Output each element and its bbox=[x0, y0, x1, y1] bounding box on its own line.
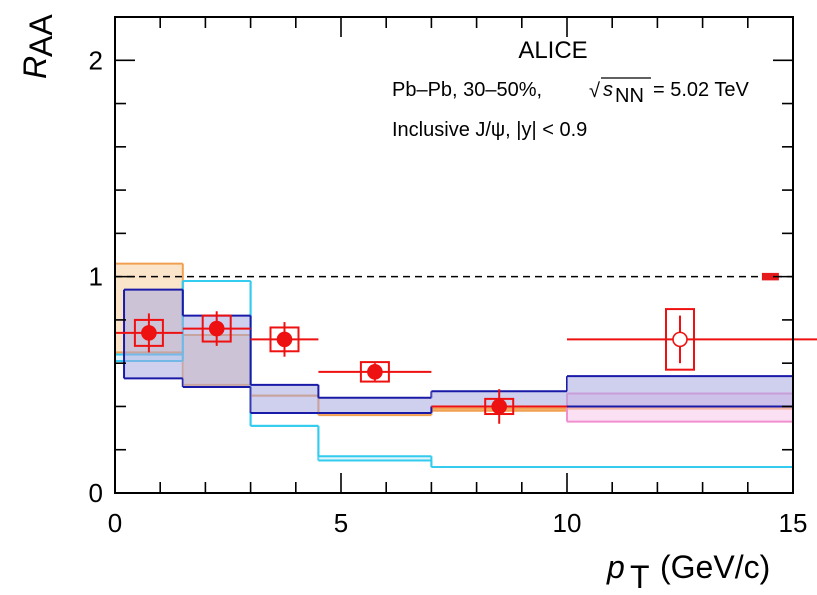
y-axis-subscript: AA bbox=[23, 14, 59, 57]
marker-filled bbox=[276, 331, 293, 348]
marker-filled bbox=[141, 325, 157, 341]
y-tick-label: 0 bbox=[89, 478, 103, 508]
y-axis-title: R AA bbox=[17, 14, 59, 79]
plot-frame bbox=[114, 16, 794, 494]
y-tick-label: 2 bbox=[89, 45, 103, 75]
model-navy-band-3 bbox=[318, 397, 432, 413]
data-points bbox=[115, 272, 817, 424]
model-navy-band-2 bbox=[250, 384, 319, 413]
x-axis-title: p T (GeV/c) bbox=[606, 549, 770, 595]
x-tick-label: 0 bbox=[108, 508, 122, 538]
syst-box bbox=[665, 308, 695, 371]
data-point-3 bbox=[318, 361, 432, 383]
data-point-4 bbox=[431, 389, 567, 424]
x-tick-label: 10 bbox=[553, 508, 582, 538]
sqrt-symbol: √ bbox=[589, 80, 600, 102]
marker-filled bbox=[208, 320, 225, 337]
model-orange-band-3 bbox=[318, 412, 432, 416]
data-point-0 bbox=[115, 313, 183, 353]
model-navy-band-5 bbox=[567, 376, 793, 407]
marker-filled bbox=[491, 398, 508, 415]
marker-open bbox=[672, 331, 688, 348]
x-axis-variable: p bbox=[606, 549, 625, 585]
collision-system: Pb–Pb, 30–50%, bbox=[392, 79, 542, 101]
tick-labels: 0 5 10 15 0 1 2 bbox=[89, 45, 808, 538]
energy-value: = 5.02 TeV bbox=[653, 79, 749, 101]
collision-annotation: Pb–Pb, 30–50%, √ s NN = 5.02 TeV bbox=[392, 77, 749, 107]
y-axis-variable: R bbox=[17, 56, 53, 79]
x-tick-label: 5 bbox=[334, 508, 348, 538]
x-axis-unit: (GeV/c) bbox=[660, 549, 770, 585]
syst-box bbox=[133, 318, 164, 347]
data-point-5 bbox=[567, 308, 817, 371]
model-bands bbox=[114, 262, 793, 469]
data-point-2 bbox=[250, 322, 319, 357]
energy-subscript: NN bbox=[615, 85, 644, 107]
syst-box bbox=[269, 326, 300, 353]
model-lightblue-band-3 bbox=[318, 456, 432, 461]
svg-text:Pb–Pb, 30–50%,: Pb–Pb, 30–50%, bbox=[392, 79, 542, 101]
energy-variable: s bbox=[603, 79, 613, 101]
syst-box bbox=[359, 361, 390, 383]
marker-filled bbox=[367, 364, 383, 380]
axis-ticks bbox=[114, 16, 794, 494]
x-tick-label: 15 bbox=[779, 508, 808, 538]
syst-box bbox=[201, 314, 232, 343]
selection-annotation: Inclusive J/ψ, |y| < 0.9 bbox=[392, 119, 587, 141]
data-point-1 bbox=[182, 311, 251, 346]
chart-title: ALICE bbox=[518, 37, 587, 64]
x-axis-subscript: T bbox=[630, 559, 650, 595]
y-tick-label: 1 bbox=[89, 262, 103, 292]
